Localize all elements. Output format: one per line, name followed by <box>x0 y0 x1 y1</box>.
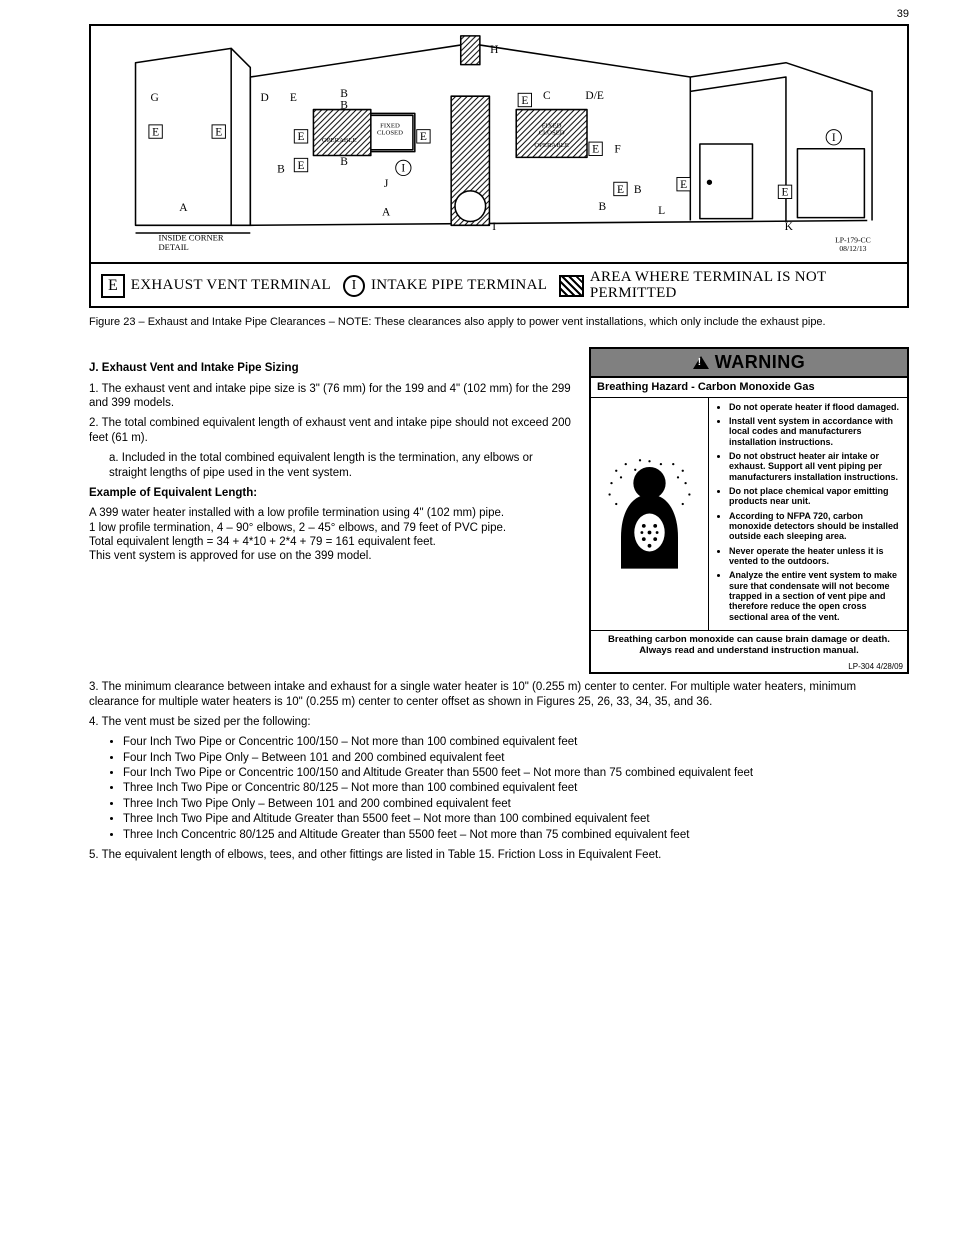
warning-bullet-list: Do not operate heater if flood damaged. … <box>709 398 907 631</box>
svg-text:I: I <box>401 163 405 175</box>
svg-text:E: E <box>781 187 788 199</box>
warning-header-text: WARNING <box>715 352 806 373</box>
svg-text:D/E: D/E <box>585 90 603 102</box>
svg-text:LP-179-CC: LP-179-CC <box>835 236 871 245</box>
warning-bullet: According to NFPA 720, carbon monoxide d… <box>729 511 901 542</box>
svg-text:J: J <box>384 178 389 190</box>
legend-prohibited: AREA WHERE TERMINAL IS NOT PERMITTED <box>559 270 897 302</box>
svg-text:D: D <box>261 92 269 104</box>
svg-text:K: K <box>785 221 794 233</box>
warning-panel: WARNING Breathing Hazard - Carbon Monoxi… <box>589 347 909 674</box>
svg-text:E: E <box>297 131 304 143</box>
svg-text:DETAIL: DETAIL <box>158 242 188 252</box>
svg-text:I: I <box>832 132 836 144</box>
warning-bullet: Install vent system in accordance with l… <box>729 416 901 447</box>
page-number: 39 <box>897 8 909 22</box>
figure-legend: E EXHAUST VENT TERMINAL I INTAKE PIPE TE… <box>91 262 907 306</box>
svg-text:E: E <box>521 95 528 107</box>
list-item: Four Inch Two Pipe or Concentric 100/150… <box>123 766 909 780</box>
warning-footer: Breathing carbon monoxide can cause brai… <box>591 630 907 661</box>
warning-subtitle: Breathing Hazard - Carbon Monoxide Gas <box>591 378 907 398</box>
list-item: Four Inch Two Pipe Only – Between 101 an… <box>123 751 909 765</box>
svg-text:F: F <box>614 144 620 156</box>
list-item: Three Inch Two Pipe and Altitude Greater… <box>123 812 909 826</box>
list-item: Three Inch Concentric 80/125 and Altitud… <box>123 828 909 842</box>
para-4-list: Four Inch Two Pipe or Concentric 100/150… <box>89 735 909 842</box>
para-5: 5. The equivalent length of elbows, tees… <box>89 848 909 862</box>
svg-text:B: B <box>340 156 348 168</box>
svg-text:E: E <box>617 184 624 196</box>
warning-bullet: Do not operate heater if flood damaged. <box>729 402 901 412</box>
svg-text:E: E <box>215 126 222 138</box>
svg-text:E: E <box>592 144 599 156</box>
legend-intake-icon: I <box>343 275 365 297</box>
svg-text:E: E <box>297 160 304 172</box>
svg-text:E: E <box>680 179 687 191</box>
list-item: Three Inch Two Pipe Only – Between 101 a… <box>123 797 909 811</box>
warning-bullet: Never operate the heater unless it is ve… <box>729 546 901 567</box>
legend-prohibited-text: AREA WHERE TERMINAL IS NOT PERMITTED <box>590 270 897 302</box>
para-3: 3. The minimum clearance between intake … <box>89 680 909 709</box>
body-text-left: J. Exhaust Vent and Intake Pipe Sizing 1… <box>89 347 571 674</box>
svg-text:INSIDE CORNER: INSIDE CORNER <box>158 233 223 243</box>
svg-text:H: H <box>490 44 498 56</box>
svg-text:A: A <box>382 207 391 219</box>
warning-header: WARNING <box>591 349 907 378</box>
svg-text:E: E <box>152 126 159 138</box>
svg-text:CLOSED: CLOSED <box>539 129 565 136</box>
legend-intake: I INTAKE PIPE TERMINAL <box>343 275 547 297</box>
svg-text:G: G <box>151 92 159 104</box>
warning-triangle-icon <box>693 356 709 369</box>
warning-bullet: Analyze the entire vent system to make s… <box>729 570 901 622</box>
legend-prohibited-icon <box>559 275 584 297</box>
svg-text:L: L <box>658 205 665 217</box>
svg-text:B: B <box>277 164 285 176</box>
warning-tag: LP-304 4/28/09 <box>591 661 907 672</box>
legend-intake-text: INTAKE PIPE TERMINAL <box>371 276 547 295</box>
svg-text:B: B <box>340 88 348 100</box>
example-head: Example of Equivalent Length: <box>89 486 571 500</box>
svg-text:CLOSED: CLOSED <box>377 129 403 136</box>
warning-bullet: Do not place chemical vapor emitting pro… <box>729 486 901 507</box>
breathing-hazard-icon <box>591 398 709 631</box>
figure-caption: Figure 23 – Exhaust and Intake Pipe Clea… <box>89 316 909 330</box>
svg-text:E: E <box>420 131 427 143</box>
legend-exhaust-text: EXHAUST VENT TERMINAL <box>131 276 331 295</box>
para-2a: a. Included in the total combined equiva… <box>89 451 571 480</box>
svg-text:OPERABLE: OPERABLE <box>534 142 569 149</box>
example-body: A 399 water heater installed with a low … <box>89 506 571 564</box>
legend-exhaust-icon: E <box>101 274 125 298</box>
svg-text:I: I <box>492 221 496 233</box>
list-item: Three Inch Two Pipe or Concentric 80/125… <box>123 781 909 795</box>
figure-23-diagram: E G E A INSIDE CORNER DETAIL D E B B E O… <box>89 24 909 308</box>
warning-bullet: Do not obstruct heater air intake or exh… <box>729 451 901 482</box>
para-4-head: 4. The vent must be sized per the follow… <box>89 715 909 729</box>
svg-text:B: B <box>598 201 606 213</box>
svg-text:OPERABLE: OPERABLE <box>322 137 357 144</box>
para-2: 2. The total combined equivalent length … <box>89 416 571 445</box>
svg-text:B: B <box>340 100 348 112</box>
svg-text:08/12/13: 08/12/13 <box>839 244 866 253</box>
list-item: Four Inch Two Pipe or Concentric 100/150… <box>123 735 909 749</box>
svg-text:C: C <box>543 90 551 102</box>
section-j-title: J. Exhaust Vent and Intake Pipe Sizing <box>89 361 571 375</box>
house-illustration: E G E A INSIDE CORNER DETAIL D E B B E O… <box>101 34 897 254</box>
svg-text:A: A <box>179 202 188 214</box>
para-1: 1. The exhaust vent and intake pipe size… <box>89 382 571 411</box>
legend-exhaust: E EXHAUST VENT TERMINAL <box>101 274 331 298</box>
svg-text:B: B <box>634 184 642 196</box>
svg-text:E: E <box>290 92 297 104</box>
